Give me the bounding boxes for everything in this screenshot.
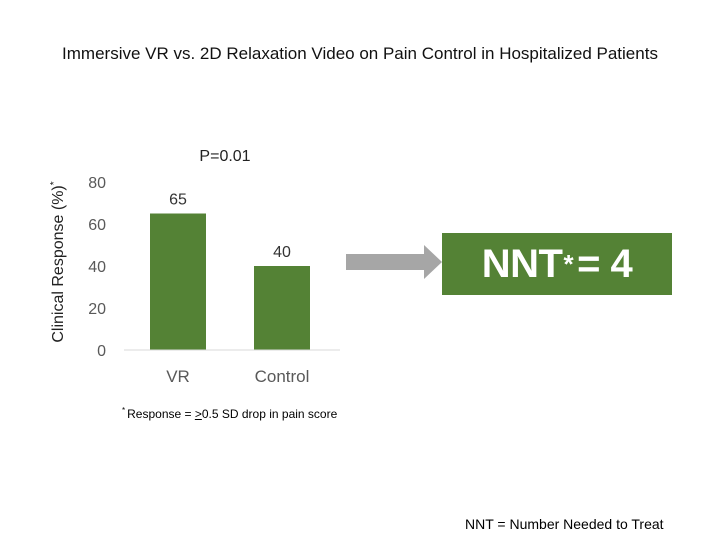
p-value-annotation: P=0.01 bbox=[199, 148, 251, 165]
data-label: 65 bbox=[169, 192, 187, 209]
right-arrow-icon bbox=[346, 245, 442, 279]
y-axis-title-text: Clinical Response (%) bbox=[50, 185, 67, 342]
y-axis-title: Clinical Response (%)* bbox=[49, 181, 67, 342]
footnote-marker: * bbox=[122, 406, 126, 415]
footnote-symbol: > bbox=[194, 407, 202, 421]
data-label: 40 bbox=[273, 244, 291, 261]
x-category-label: Control bbox=[255, 367, 310, 386]
nnt-marker: * bbox=[563, 248, 574, 279]
y-tick-label: 60 bbox=[88, 217, 106, 234]
y-axis-title-marker: * bbox=[49, 181, 60, 185]
y-tick-label: 0 bbox=[97, 343, 106, 360]
footnote-prefix: Response = bbox=[127, 407, 195, 421]
nnt-value: = 4 bbox=[577, 241, 633, 286]
x-category-label: VR bbox=[166, 367, 190, 386]
bar-vr bbox=[150, 213, 206, 350]
y-tick-label: 80 bbox=[88, 175, 106, 192]
nnt-label: NNT bbox=[481, 241, 563, 286]
footnote-suffix: 0.5 SD drop in pain score bbox=[201, 407, 338, 421]
footnote: * Response = >0.5 SD drop in pain score bbox=[122, 406, 337, 421]
bar-control bbox=[254, 266, 310, 350]
y-tick-label: 20 bbox=[88, 301, 106, 318]
y-tick-label: 40 bbox=[88, 259, 106, 276]
nnt-definition-note: NNT = Number Needed to Treat bbox=[465, 516, 664, 532]
nnt-result-box: NNT * = 4 bbox=[442, 233, 672, 295]
slide-title: Immersive VR vs. 2D Relaxation Video on … bbox=[62, 44, 658, 63]
